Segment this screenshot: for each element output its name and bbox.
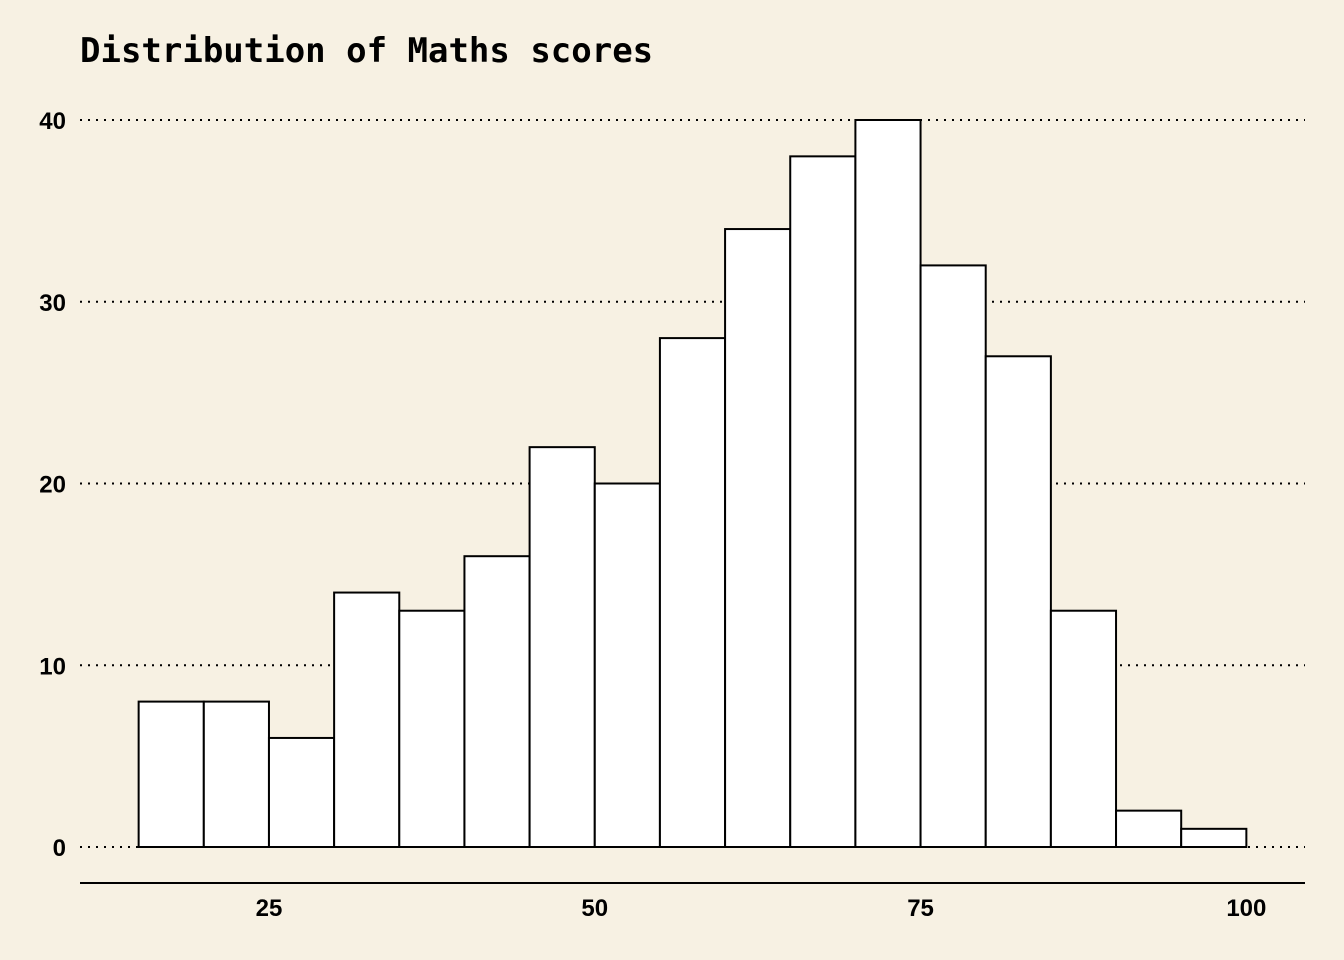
histogram-bar [528,446,596,848]
histogram-bar [854,119,922,848]
x-tick-label: 25 [256,895,283,922]
y-tick-label: 0 [53,835,66,862]
y-tick-label: 10 [39,653,66,680]
histogram-bar [1049,609,1118,848]
histogram-bar [724,228,792,849]
chart-title: Distribution of Maths scores [80,31,653,71]
histogram-bar [984,355,1052,848]
x-tick-label: 100 [1226,895,1266,922]
x-tick-labels: 25 50 75 100 [256,895,1267,922]
histogram-bar [1180,827,1248,849]
histogram-bar [919,264,987,848]
x-tick-label: 75 [907,895,934,922]
histogram-bar [202,700,270,848]
histogram-bar [267,736,336,849]
histogram-bar [789,155,857,849]
histogram-bar [463,555,531,848]
y-tick-labels: 0 10 20 30 40 [39,108,66,862]
histogram-bar [398,609,466,848]
histogram-bar [1115,809,1183,849]
y-tick-label: 20 [39,472,66,499]
histogram-bar [593,482,661,848]
y-tick-label: 40 [39,108,66,135]
histogram-bar [658,337,727,848]
y-tick-label: 30 [39,290,66,317]
bars [137,119,1248,849]
histogram-bar [333,591,401,848]
histogram-bar [137,700,205,848]
x-tick-label: 50 [581,895,608,922]
